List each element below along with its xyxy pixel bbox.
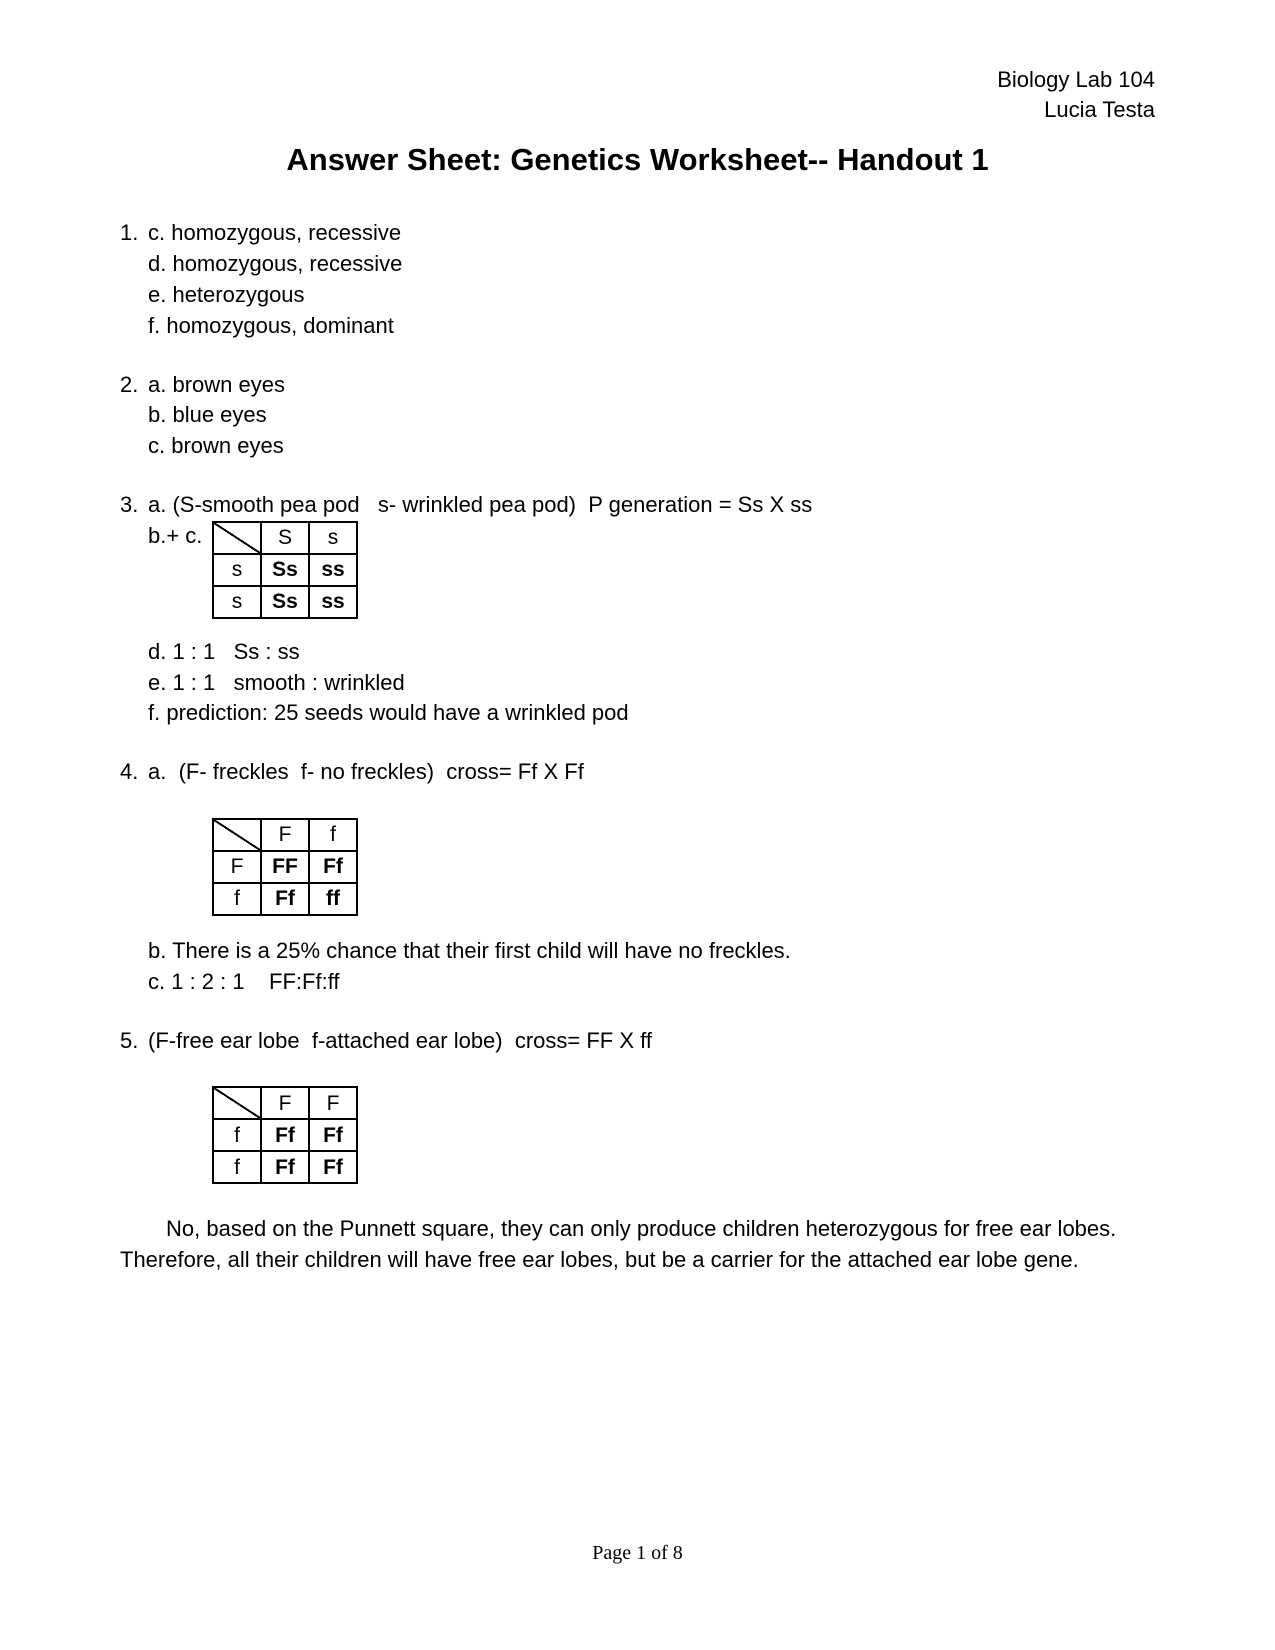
author-label: Lucia Testa [120, 95, 1155, 125]
punnett-cell: Ff [309, 1119, 357, 1151]
punnett-row-1: F [213, 851, 261, 883]
q4-b: b. There is a 25% chance that their firs… [148, 938, 791, 963]
punnett-col-1: S [261, 522, 309, 554]
q4-a: a. (F- freckles f- no freckles) cross= F… [148, 757, 584, 788]
q3-e: e. 1 : 1 smooth : wrinkled [148, 670, 405, 695]
course-label: Biology Lab 104 [120, 65, 1155, 95]
punnett-square-q5: F F f Ff Ff f Ff Ff [212, 1086, 358, 1184]
punnett-cell: ss [309, 554, 357, 586]
q5-number: 5. [120, 1026, 148, 1057]
q3-bc: b.+ c. [120, 521, 212, 552]
q4-number: 4. [120, 757, 148, 788]
q2-number: 2. [120, 370, 148, 401]
question-4: 4. a. (F- freckles f- no freckles) cross… [120, 757, 1155, 997]
punnett-cell: Ff [309, 1151, 357, 1183]
q1-number: 1. [120, 218, 148, 249]
q4-c: c. 1 : 2 : 1 FF:Ff:ff [148, 969, 340, 994]
punnett-cell: ss [309, 586, 357, 618]
punnett-row-1: f [213, 1119, 261, 1151]
punnett-col-1: F [261, 819, 309, 851]
punnett-col-1: F [261, 1087, 309, 1119]
punnett-corner [213, 522, 261, 554]
q5-paragraph: No, based on the Punnett square, they ca… [120, 1214, 1155, 1276]
q2-b: b. blue eyes [148, 402, 267, 427]
punnett-cell: Ss [261, 554, 309, 586]
punnett-cell: Ff [261, 1119, 309, 1151]
punnett-row-2: f [213, 1151, 261, 1183]
punnett-row-2: f [213, 883, 261, 915]
punnett-cell: Ff [261, 1151, 309, 1183]
page-number: Page 1 of 8 [0, 1542, 1275, 1565]
punnett-corner [213, 819, 261, 851]
q3-number: 3. [120, 490, 148, 521]
q1-c: c. homozygous, recessive [148, 218, 401, 249]
page: Biology Lab 104 Lucia Testa Answer Sheet… [0, 0, 1275, 1650]
question-5: 5. (F-free ear lobe f-attached ear lobe)… [120, 1026, 1155, 1276]
punnett-corner [213, 1087, 261, 1119]
q2-c: c. brown eyes [148, 433, 284, 458]
punnett-cell: FF [261, 851, 309, 883]
page-title: Answer Sheet: Genetics Worksheet-- Hando… [120, 142, 1155, 178]
question-2: 2. a. brown eyes b. blue eyes c. brown e… [120, 370, 1155, 462]
punnett-row-2: s [213, 586, 261, 618]
question-1: 1. c. homozygous, recessive d. homozygou… [120, 218, 1155, 341]
header: Biology Lab 104 Lucia Testa [120, 65, 1155, 124]
punnett-square-q4: F f F FF Ff f Ff ff [212, 818, 358, 916]
q3-a: a. (S-smooth pea pod s- wrinkled pea pod… [148, 490, 812, 521]
q5-a: (F-free ear lobe f-attached ear lobe) cr… [148, 1026, 652, 1057]
question-3: 3. a. (S-smooth pea pod s- wrinkled pea … [120, 490, 1155, 729]
q2-a: a. brown eyes [148, 370, 285, 401]
punnett-cell: Ff [261, 883, 309, 915]
punnett-col-2: s [309, 522, 357, 554]
punnett-row-1: s [213, 554, 261, 586]
punnett-cell: Ff [309, 851, 357, 883]
q1-d: d. homozygous, recessive [148, 251, 402, 276]
punnett-col-2: f [309, 819, 357, 851]
punnett-square-q3: S s s Ss ss s Ss ss [212, 521, 358, 619]
q3-d: d. 1 : 1 Ss : ss [148, 639, 300, 664]
punnett-col-2: F [309, 1087, 357, 1119]
q1-e: e. heterozygous [148, 282, 305, 307]
q3-f: f. prediction: 25 seeds would have a wri… [148, 700, 629, 725]
punnett-cell: ff [309, 883, 357, 915]
q1-f: f. homozygous, dominant [148, 313, 394, 338]
punnett-cell: Ss [261, 586, 309, 618]
